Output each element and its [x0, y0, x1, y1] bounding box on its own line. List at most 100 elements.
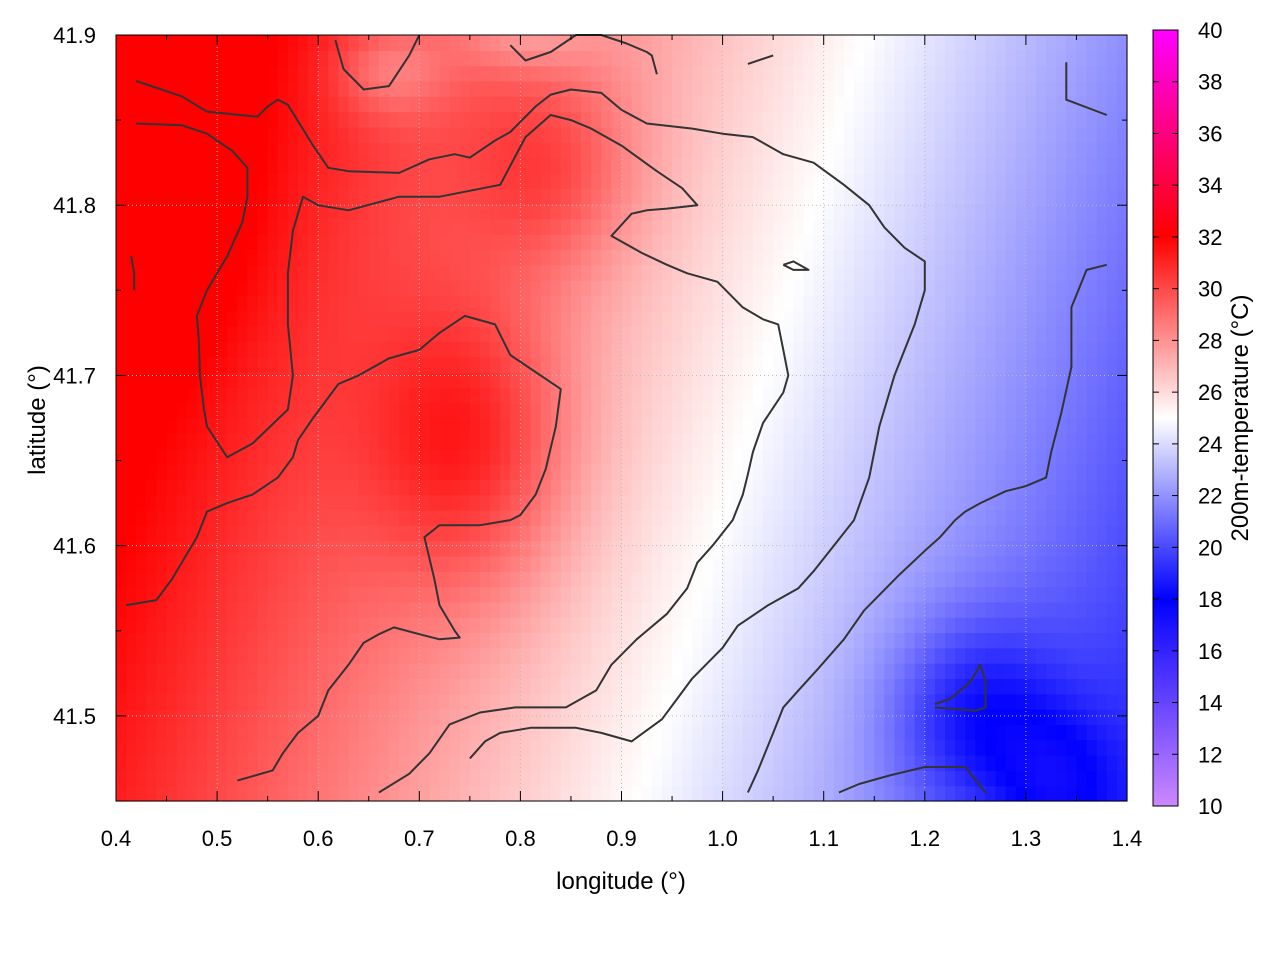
heatmap-cell — [277, 50, 289, 67]
heatmap-cell — [651, 80, 663, 97]
heatmap-cell — [196, 341, 208, 358]
heatmap-cell — [934, 571, 946, 588]
heatmap-cell — [722, 617, 734, 634]
heatmap-cell — [1106, 433, 1118, 450]
heatmap-cell — [399, 540, 410, 557]
heatmap-cell — [732, 35, 744, 51]
heatmap-cell — [884, 463, 896, 480]
heatmap-cell — [136, 770, 147, 787]
heatmap-cell — [783, 601, 794, 618]
heatmap-cell — [732, 770, 744, 787]
heatmap-cell — [217, 372, 228, 388]
heatmap-cell — [1116, 770, 1128, 787]
heatmap-cell — [399, 387, 410, 404]
heatmap-cell — [854, 632, 865, 649]
heatmap-cell — [1076, 571, 1088, 588]
heatmap-cell — [156, 218, 168, 235]
heatmap-cell — [399, 111, 410, 128]
heatmap-cell — [308, 617, 319, 634]
heatmap-cell — [763, 647, 774, 664]
heatmap-cell — [975, 709, 987, 725]
heatmap-cell — [206, 142, 218, 159]
heatmap-cell — [924, 356, 936, 373]
heatmap-cell — [348, 463, 360, 480]
heatmap-cell — [297, 111, 309, 128]
heatmap-cell — [449, 172, 461, 189]
heatmap-cell — [146, 571, 158, 588]
heatmap-cell — [500, 280, 511, 297]
heatmap-cell — [631, 157, 643, 174]
heatmap-cell — [1066, 50, 1078, 67]
heatmap-cell — [702, 693, 714, 710]
heatmap-cell — [116, 418, 127, 434]
heatmap-cell — [217, 709, 228, 725]
heatmap-cell — [1015, 249, 1027, 266]
heatmap-cell — [1005, 632, 1017, 649]
heatmap-cell — [368, 50, 380, 67]
heatmap-cell — [550, 785, 562, 802]
heatmap-cell — [1025, 35, 1037, 51]
heatmap-cell — [591, 540, 602, 557]
heatmap-cell — [227, 356, 238, 373]
heatmap-cell — [581, 663, 592, 680]
heatmap-cell — [186, 50, 198, 67]
heatmap-cell — [328, 463, 340, 480]
heatmap-cell — [591, 739, 602, 756]
heatmap-cell — [1086, 663, 1098, 680]
heatmap-cell — [611, 157, 623, 174]
heatmap-cell — [1056, 448, 1067, 465]
heatmap-cell — [672, 188, 683, 205]
heatmap-cell — [530, 739, 542, 756]
heatmap-cell — [328, 341, 340, 358]
heatmap-cell — [540, 234, 552, 251]
heatmap-cell — [469, 188, 481, 205]
heatmap-cell — [257, 50, 269, 67]
heatmap-cell — [227, 525, 238, 542]
heatmap-cell — [267, 402, 279, 419]
heatmap-cell — [196, 463, 208, 480]
heatmap-cell — [550, 586, 562, 603]
heatmap-cell — [429, 264, 441, 281]
heatmap-cell — [1015, 509, 1027, 526]
heatmap-cell — [884, 372, 896, 388]
heatmap-cell — [823, 218, 835, 235]
heatmap-cell — [682, 693, 693, 710]
heatmap-cell — [965, 724, 976, 741]
heatmap-cell — [469, 172, 481, 189]
heatmap-cell — [874, 555, 885, 572]
heatmap-cell — [914, 203, 926, 220]
heatmap-cell — [237, 755, 249, 771]
heatmap-cell — [156, 65, 168, 82]
heatmap-cell — [1086, 249, 1098, 266]
heatmap-cell — [328, 494, 340, 511]
heatmap-cell — [1046, 555, 1057, 572]
heatmap-cell — [348, 494, 360, 511]
heatmap-cell — [763, 617, 774, 634]
heatmap-cell — [267, 463, 279, 480]
heatmap-cell — [1036, 632, 1047, 649]
heatmap-cell — [611, 142, 623, 159]
heatmap-cell — [742, 785, 754, 802]
heatmap-cell — [823, 142, 835, 159]
heatmap-cell — [874, 126, 885, 143]
heatmap-cell — [378, 418, 390, 434]
heatmap-cell — [813, 418, 825, 434]
heatmap-cell — [1086, 724, 1098, 741]
heatmap-cell — [1116, 218, 1128, 235]
heatmap-cell — [510, 785, 521, 802]
heatmap-cell — [1046, 433, 1057, 450]
heatmap-cell — [1116, 755, 1128, 771]
heatmap-cell — [641, 35, 653, 51]
heatmap-cell — [459, 755, 471, 771]
heatmap-cell — [257, 157, 269, 174]
heatmap-cell — [439, 35, 451, 51]
heatmap-cell — [894, 295, 906, 312]
heatmap-cell — [126, 693, 137, 710]
heatmap-cell — [368, 418, 380, 434]
heatmap-cell — [318, 433, 329, 450]
heatmap-cell — [1056, 586, 1067, 603]
heatmap-cell — [611, 479, 623, 496]
heatmap-cell — [469, 142, 481, 159]
heatmap-cell — [894, 418, 906, 434]
heatmap-cell — [378, 157, 390, 174]
